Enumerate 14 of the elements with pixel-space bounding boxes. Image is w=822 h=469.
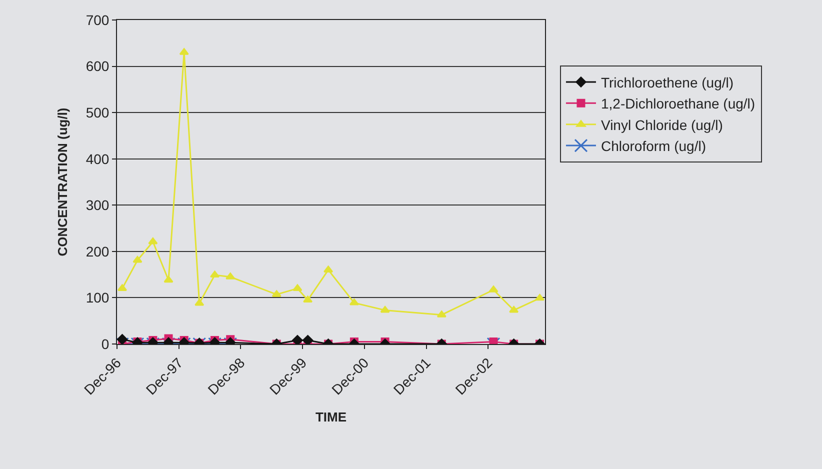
y-tick-label: 100 — [86, 290, 110, 306]
y-tick-label: 600 — [86, 58, 110, 74]
y-tick-label: 700 — [86, 12, 110, 28]
y-tick-label: 200 — [86, 243, 110, 260]
y-tick-label: 0 — [101, 336, 110, 352]
y-tick-label: 500 — [86, 104, 110, 120]
legend-label: Vinyl Chloride (ug/l) — [600, 116, 723, 133]
y-tick-label: 400 — [86, 150, 110, 167]
legend-label: 1,2-Dichloroethane (ug/l) — [600, 96, 756, 112]
y-tick-label: 300 — [86, 197, 110, 214]
y-axis-title: CONCENTRATION (ug/l) — [54, 108, 70, 256]
legend-label: Trichloroethene (ug/l) — [600, 74, 734, 90]
x-axis-title: TIME — [315, 409, 347, 424]
legend-label: Chloroform (ug/l) — [600, 138, 706, 154]
